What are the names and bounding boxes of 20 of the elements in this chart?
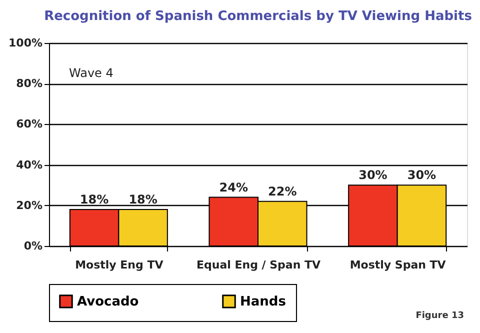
caption: Figure 13 (416, 311, 464, 321)
legend-label: Avocado (77, 294, 139, 310)
y-tick-label: 0% (24, 240, 42, 252)
y-tick-label: 20% (16, 198, 42, 212)
y-tick-label: 100% (8, 36, 42, 50)
legend-label: Hands (240, 294, 286, 310)
data-label: 30% (407, 168, 436, 182)
x-tick-label: Mostly Span TV (350, 258, 446, 272)
data-label: 22% (268, 184, 297, 198)
y-tick-label: 60% (16, 118, 42, 131)
x-tick-label: Equal Eng / Span TV (196, 258, 321, 272)
data-label: 18% (80, 192, 109, 206)
y-tick-label: 80% (16, 77, 42, 90)
annotation: Wave 4 (69, 66, 114, 80)
x-tick-label: Mostly Eng TV (75, 258, 164, 272)
chart-title: Recognition of Spanish Commercials by TV Viewing Habits (44, 9, 472, 24)
y-tick-label: 40% (16, 158, 42, 172)
data-label: 18% (128, 192, 158, 206)
data-label: 30% (358, 168, 388, 182)
data-label: 24% (219, 180, 248, 194)
